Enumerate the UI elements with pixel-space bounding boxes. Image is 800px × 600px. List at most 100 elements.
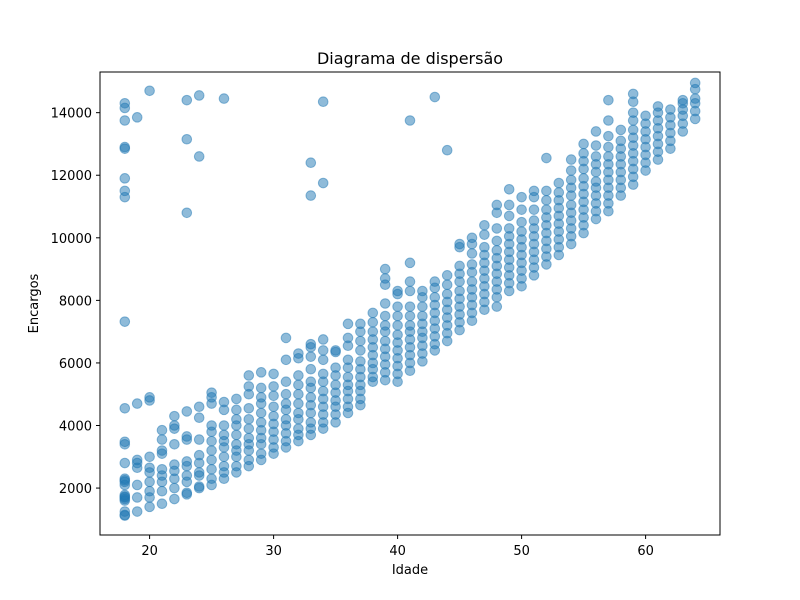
scatter-point [156, 424, 168, 436]
scatter-point [218, 460, 230, 472]
points-layer [119, 77, 701, 521]
scatter-point [305, 376, 317, 388]
scatter-point [293, 398, 304, 409]
scatter-point [466, 276, 478, 287]
scatter-point [317, 177, 329, 189]
scatter-point [206, 387, 217, 398]
scatter-point [156, 498, 168, 510]
scatter-point [119, 436, 131, 448]
scatter-point [417, 285, 428, 297]
scatter-point [255, 417, 267, 428]
scatter-point [255, 407, 267, 419]
scatter-point [231, 413, 242, 425]
scatter-point [441, 144, 453, 156]
scatter-point [280, 376, 292, 388]
scatter-point [119, 403, 131, 414]
scatter-point [379, 335, 391, 347]
x-axis-label: Idade [392, 563, 428, 578]
scatter-point [429, 291, 441, 303]
scatter-point [479, 229, 490, 240]
scatter-point [268, 390, 279, 402]
scatter-point [131, 492, 143, 503]
scatter-point [603, 141, 614, 153]
scatter-point [243, 403, 255, 414]
scatter-point [615, 135, 627, 147]
scatter-point [454, 260, 465, 272]
y-tick-label: 6000 [59, 357, 92, 372]
scatter-point [169, 410, 180, 422]
scatter-point [181, 456, 193, 467]
scatter-point [305, 157, 317, 169]
scatter-point [181, 470, 193, 481]
y-tick-label: 10000 [51, 232, 92, 247]
scatter-point [280, 354, 292, 366]
scatter-point [293, 407, 304, 419]
scatter-point [491, 199, 503, 211]
scatter-point [231, 393, 242, 405]
x-tick-label: 50 [513, 544, 530, 559]
scatter-point [144, 392, 155, 403]
scatter-point [417, 301, 428, 312]
scatter-point [181, 207, 193, 219]
x-tick-label: 20 [141, 544, 158, 559]
scatter-point [293, 423, 304, 434]
scatter-point [131, 454, 143, 466]
scatter-point [528, 204, 540, 215]
scatter-point [379, 310, 391, 322]
scatter-point [193, 151, 205, 162]
scatter-point [441, 270, 453, 281]
scatter-point [293, 379, 304, 391]
scatter-point [355, 345, 366, 356]
scatter-point [243, 454, 255, 466]
scatter-point [169, 420, 180, 431]
scatter-point [268, 368, 279, 380]
scatter-point [541, 194, 552, 206]
scatter-point [218, 420, 230, 431]
scatter-point [603, 130, 614, 142]
scatter-point [206, 454, 217, 466]
scatter-point [479, 219, 490, 231]
scatter-point [565, 174, 577, 186]
scatter-point [330, 379, 341, 391]
scatter-point [144, 476, 155, 488]
scatter-point [379, 320, 391, 331]
scatter-point [503, 210, 515, 222]
scatter-point [317, 334, 329, 345]
scatter-point [627, 107, 639, 118]
scatter-point [503, 223, 515, 234]
scatter-point [404, 320, 416, 331]
scatter-point [317, 345, 329, 356]
scatter-point [255, 448, 267, 459]
scatter-point [466, 259, 478, 270]
scatter-point [268, 401, 279, 413]
scatter-point [627, 124, 639, 136]
scatter-point [305, 363, 317, 375]
scatter-point [243, 432, 255, 444]
scatter-point [565, 165, 577, 176]
scatter-point [243, 413, 255, 425]
scatter-point [603, 94, 614, 106]
scatter-point [379, 298, 391, 309]
scatter-point [218, 93, 230, 104]
scatter-point [330, 362, 341, 373]
scatter-point [367, 316, 379, 328]
scatter-point [169, 438, 180, 450]
scatter-point [119, 97, 131, 109]
scatter-point [131, 479, 143, 491]
scatter-point [317, 96, 329, 108]
scatter-point [689, 93, 701, 104]
scatter-point [305, 417, 317, 428]
scatter-point [479, 241, 490, 253]
scatter-point [441, 288, 453, 300]
scatter-point [181, 431, 193, 442]
scatter-point [578, 148, 589, 159]
scatter-point [454, 285, 465, 297]
scatter-point [553, 177, 565, 189]
scatter-point [578, 138, 589, 150]
scatter-point [181, 487, 193, 499]
scatter-point [193, 90, 205, 101]
scatter-point [243, 423, 255, 434]
scatter-point [603, 115, 614, 126]
scatter-point [503, 199, 515, 211]
scatter-point [293, 370, 304, 381]
